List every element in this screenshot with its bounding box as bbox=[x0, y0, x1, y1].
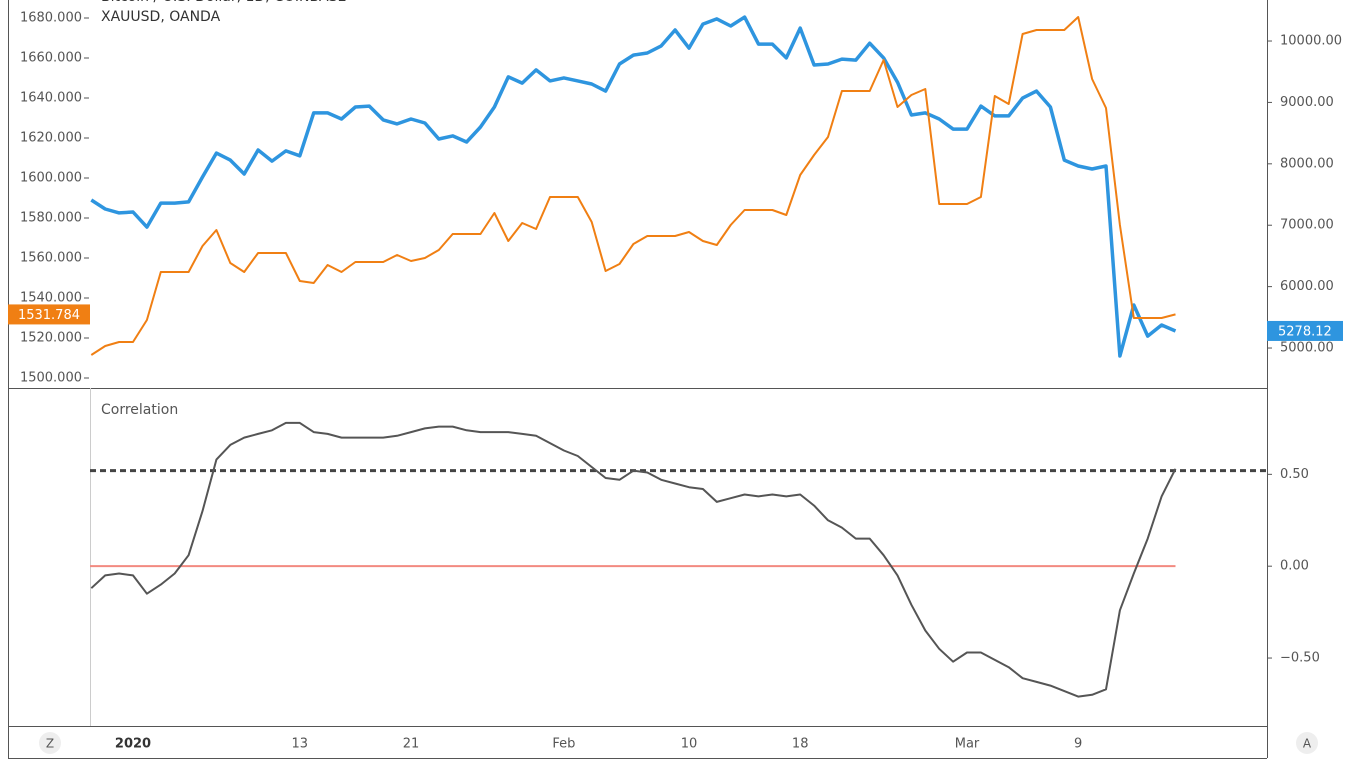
y-tick-label: 1580.000 bbox=[20, 211, 82, 226]
y-tick-label: 1540.000 bbox=[20, 291, 82, 306]
y-tick-label: 1660.000 bbox=[20, 51, 82, 66]
y-tick-label: 1620.000 bbox=[20, 131, 82, 146]
y-tick-label: 1640.000 bbox=[20, 91, 82, 106]
button[interactable] bbox=[1296, 732, 1318, 754]
x-tick-label: Feb bbox=[552, 737, 575, 752]
y2-tick-label: 8000.00 bbox=[1280, 156, 1334, 171]
button[interactable] bbox=[39, 732, 61, 754]
y-tick-label: 1600.000 bbox=[20, 171, 82, 186]
price-tag-label: 5278.12 bbox=[1278, 324, 1332, 339]
y2-tick-label: 7000.00 bbox=[1280, 218, 1334, 233]
y-tick-label: 0.50 bbox=[1280, 467, 1309, 482]
price-tag bbox=[1267, 320, 1343, 341]
series-line bbox=[90, 15, 1177, 358]
y-tick-label: 0.00 bbox=[1280, 559, 1309, 574]
y2-tick-label: 10000.00 bbox=[1280, 34, 1342, 49]
pane-title: Correlation bbox=[101, 402, 178, 418]
button-label[interactable]: Z bbox=[46, 737, 54, 751]
y2-tick-label: 6000.00 bbox=[1280, 279, 1334, 294]
x-tick-label: 21 bbox=[403, 737, 420, 752]
y-tick-label: 1520.000 bbox=[20, 331, 82, 346]
y2-tick-label: 5000.00 bbox=[1280, 341, 1334, 356]
y-tick-label: −0.50 bbox=[1280, 651, 1320, 666]
price-tag-label: 1531.784 bbox=[18, 308, 80, 323]
y2-tick-label: 9000.00 bbox=[1280, 95, 1334, 110]
x-tick-label: 2020 bbox=[115, 737, 151, 752]
x-tick-label: 10 bbox=[681, 737, 698, 752]
x-tick-label: Mar bbox=[955, 737, 980, 752]
x-tick-label: 9 bbox=[1074, 737, 1082, 752]
series-line bbox=[90, 421, 1177, 698]
x-tick-label: 13 bbox=[292, 737, 309, 752]
x-tick-label: 18 bbox=[792, 737, 809, 752]
y-tick-label: 1560.000 bbox=[20, 251, 82, 266]
y-tick-label: 1680.000 bbox=[20, 11, 82, 26]
legend-entry: Bitcoin / U.S. Dollar, 1D, COINBASE bbox=[101, 0, 346, 5]
price-tag bbox=[8, 304, 90, 325]
y-tick-label: 1500.000 bbox=[20, 371, 82, 386]
series-line bbox=[90, 16, 1176, 356]
button-label[interactable]: A bbox=[1303, 737, 1312, 751]
legend-entry: XAUUSD, OANDA bbox=[101, 9, 221, 25]
